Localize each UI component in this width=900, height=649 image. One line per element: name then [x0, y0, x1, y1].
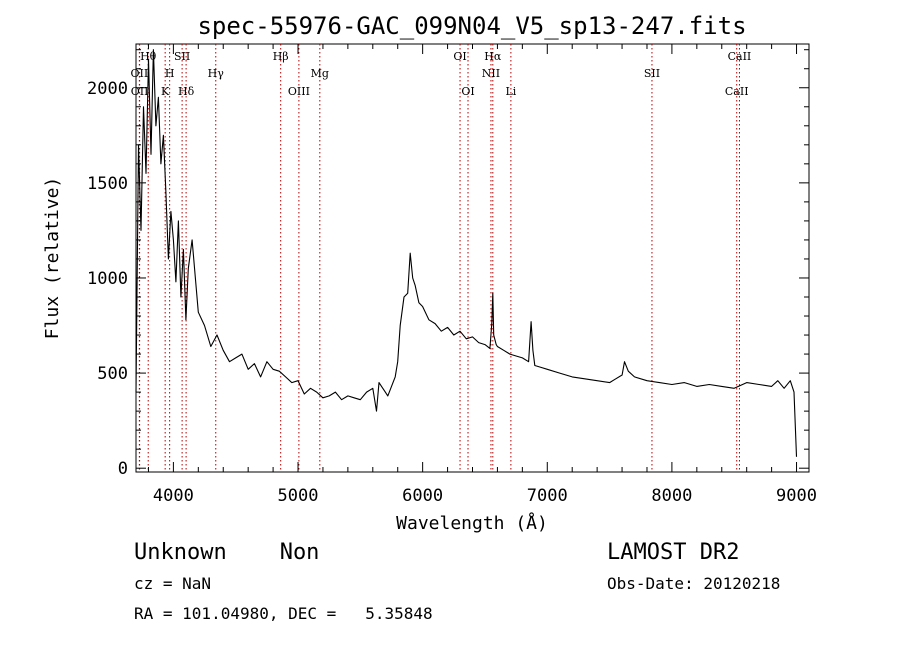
x-tick-label: 5000	[278, 486, 319, 506]
x-tick-label: 4000	[153, 486, 194, 506]
x-tick-label: 9000	[776, 486, 817, 506]
spectral-line-label: Hγ	[208, 67, 225, 80]
spectral-line-label: OII	[131, 85, 149, 98]
x-tick-label: 6000	[402, 486, 443, 506]
survey-name: LAMOST DR2	[607, 540, 739, 565]
coordinates-text: RA = 101.04980, DEC = 5.35848	[134, 604, 433, 623]
spectral-line-label: NII	[482, 67, 500, 80]
x-axis-label: Wavelength (Å)	[396, 512, 548, 534]
plot-frame	[135, 43, 810, 473]
spectral-line-label: Hθ	[140, 50, 157, 63]
observation-date: Obs-Date: 20120218	[607, 574, 780, 593]
spectral-line-label: OII	[131, 67, 149, 80]
x-tick-label: 8000	[651, 486, 692, 506]
spectral-line-label: Hβ	[273, 50, 289, 63]
y-axis-ticks: 0 500 1000 1500 2000	[87, 49, 809, 479]
spectral-line-label: Hδ	[178, 85, 195, 98]
spectral-line-label: SII	[644, 67, 660, 80]
object-class-text: Unknown Non	[134, 540, 319, 565]
y-tick-label: 1000	[87, 269, 128, 289]
spectral-line-label: OI	[453, 50, 466, 63]
spectral-line-label: OIII	[288, 85, 310, 98]
spectral-line-label: CaII	[728, 50, 752, 63]
redshift-text: cz = NaN	[134, 574, 211, 593]
y-tick-label: 1500	[87, 174, 128, 194]
y-axis-label: Flux (relative)	[42, 177, 63, 340]
y-tick-label: 0	[118, 459, 128, 479]
spectrum-series-line	[135, 49, 798, 457]
x-tick-label: 7000	[527, 486, 568, 506]
spectral-line-label: Hα	[484, 50, 502, 63]
spectral-line-label: K	[161, 85, 170, 98]
spectral-line-label: OI	[461, 85, 474, 98]
chart-title: spec-55976-GAC_099N04_V5_sp13-247.fits	[197, 12, 746, 40]
spectral-line-markers	[138, 44, 740, 472]
spectral-line-label: H	[165, 67, 175, 80]
spectral-line-label: Li	[505, 85, 516, 98]
spectral-line-label: CaII	[725, 85, 749, 98]
spectral-line-label: Mg	[311, 67, 329, 80]
y-tick-label: 2000	[87, 79, 128, 99]
spectral-line-label: SII	[174, 50, 190, 63]
x-axis-ticks: 4000 5000 6000 7000 8000 9000	[147, 44, 817, 506]
y-tick-label: 500	[97, 364, 128, 384]
